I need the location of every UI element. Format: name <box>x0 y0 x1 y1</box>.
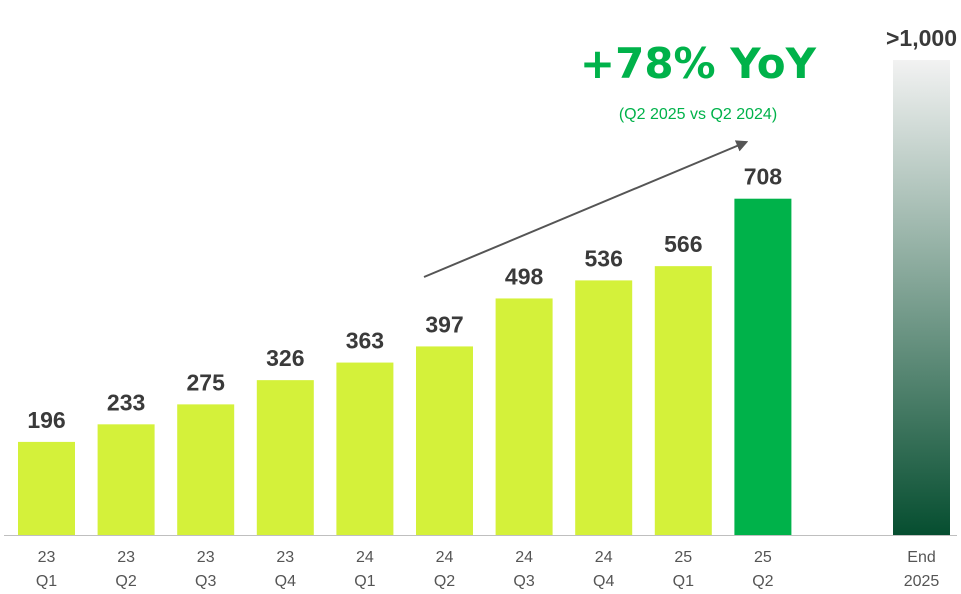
bar-24-q1 <box>336 362 394 535</box>
value-label: 708 <box>744 164 783 190</box>
x-tick-label: Q3 <box>195 573 216 590</box>
x-tick-label: 25 <box>674 549 692 566</box>
x-tick-label: Q3 <box>513 573 534 590</box>
x-tick-label: Q2 <box>115 573 136 590</box>
x-tick-label: Q4 <box>593 573 614 590</box>
x-tick-label: Q1 <box>36 573 57 590</box>
value-label: 397 <box>425 311 463 337</box>
x-tick-label: 2025 <box>904 573 940 590</box>
x-tick-label: 24 <box>356 549 374 566</box>
yoy-subheadline: (Q2 2025 vs Q2 2024) <box>619 106 777 123</box>
bar-23-q1 <box>18 441 75 535</box>
x-tick-label: 24 <box>515 549 533 566</box>
x-tick-label: 23 <box>276 549 294 566</box>
growth-arrow <box>423 140 749 278</box>
x-tick-label: 23 <box>117 549 135 566</box>
x-tick-label: Q2 <box>434 573 455 590</box>
bar-24-q3 <box>495 298 553 535</box>
value-label: 275 <box>187 369 226 395</box>
bar-23-q4 <box>256 380 314 535</box>
value-label: 363 <box>346 328 384 354</box>
bar-24-q4 <box>575 280 633 535</box>
bar-end-2025 <box>893 60 950 535</box>
value-label: 536 <box>585 245 623 271</box>
value-label: >1,000 <box>886 25 957 51</box>
x-tick-label: Q1 <box>673 573 694 590</box>
tick-labels-group: 23 Q1 23 Q2 23 Q3 23 Q4 24 Q1 24 Q2 24 Q3 24 Q4 25 Q1 25 Q2… <box>36 549 940 590</box>
bar-23-q3 <box>177 404 235 535</box>
x-tick-label: Q4 <box>275 573 296 590</box>
value-label: 233 <box>107 389 145 415</box>
x-tick-label: 23 <box>197 549 215 566</box>
bar-25-q2 <box>734 198 792 535</box>
value-label: 326 <box>266 345 304 371</box>
bars-group <box>18 60 950 535</box>
bar-23-q2 <box>97 424 155 535</box>
bar-24-q2 <box>416 346 473 535</box>
x-tick-label: Q2 <box>752 573 773 590</box>
value-label: 566 <box>664 231 702 257</box>
value-labels-group: 196 233 275 326 363 397 498 536 566 708 >1,000 <box>27 25 957 433</box>
x-tick-label: 24 <box>436 549 454 566</box>
value-label: 498 <box>505 263 544 289</box>
bar-25-q1 <box>654 266 712 535</box>
yoy-headline: +78% YoY <box>580 39 817 88</box>
x-tick-label: Q1 <box>354 573 375 590</box>
value-label: 196 <box>27 407 65 433</box>
x-tick-label: End <box>907 549 935 566</box>
x-tick-label: 23 <box>38 549 56 566</box>
x-tick-label: 25 <box>754 549 772 566</box>
x-tick-label: 24 <box>595 549 613 566</box>
